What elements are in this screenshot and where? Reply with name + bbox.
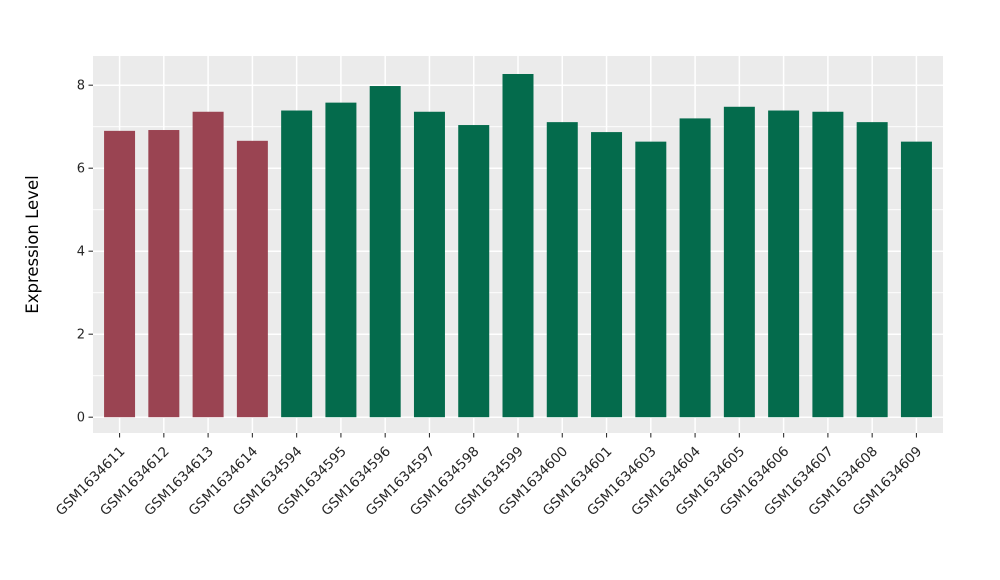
axis-ticks xyxy=(88,84,917,438)
bar-GSM1634603 xyxy=(635,141,667,418)
bar-GSM1634606 xyxy=(768,110,800,418)
bar-GSM1634608 xyxy=(856,122,888,418)
bar-GSM1634607 xyxy=(812,111,844,418)
bar-GSM1634599 xyxy=(502,73,534,418)
bar-GSM1634614 xyxy=(236,140,268,418)
bar-GSM1634612 xyxy=(148,130,180,418)
x-axis-tick-labels: GSM1634611GSM1634612GSM1634613GSM1634614… xyxy=(53,444,925,520)
y-tick-label: 8 xyxy=(77,79,85,94)
bar-GSM1634611 xyxy=(104,130,136,418)
y-axis-tick-labels: 0 2 4 6 8 xyxy=(77,79,85,426)
bar-GSM1634609 xyxy=(900,141,932,418)
bar-GSM1634604 xyxy=(679,118,711,418)
y-tick-label: 4 xyxy=(77,245,85,260)
bar-GSM1634598 xyxy=(458,125,490,418)
bar-GSM1634594 xyxy=(281,110,313,418)
y-tick-label: 6 xyxy=(77,162,85,177)
bars xyxy=(104,73,932,418)
bar-GSM1634595 xyxy=(325,102,357,418)
bar-GSM1634597 xyxy=(413,111,445,418)
bar-GSM1634600 xyxy=(546,122,578,418)
bar-GSM1634605 xyxy=(723,106,755,418)
bar-GSM1634601 xyxy=(591,132,623,418)
y-tick-label: 2 xyxy=(77,328,85,343)
bar-GSM1634596 xyxy=(369,86,401,418)
y-tick-label: 0 xyxy=(77,411,85,426)
y-axis-title: Expression Level xyxy=(23,175,42,313)
bar-GSM1634613 xyxy=(192,111,224,418)
